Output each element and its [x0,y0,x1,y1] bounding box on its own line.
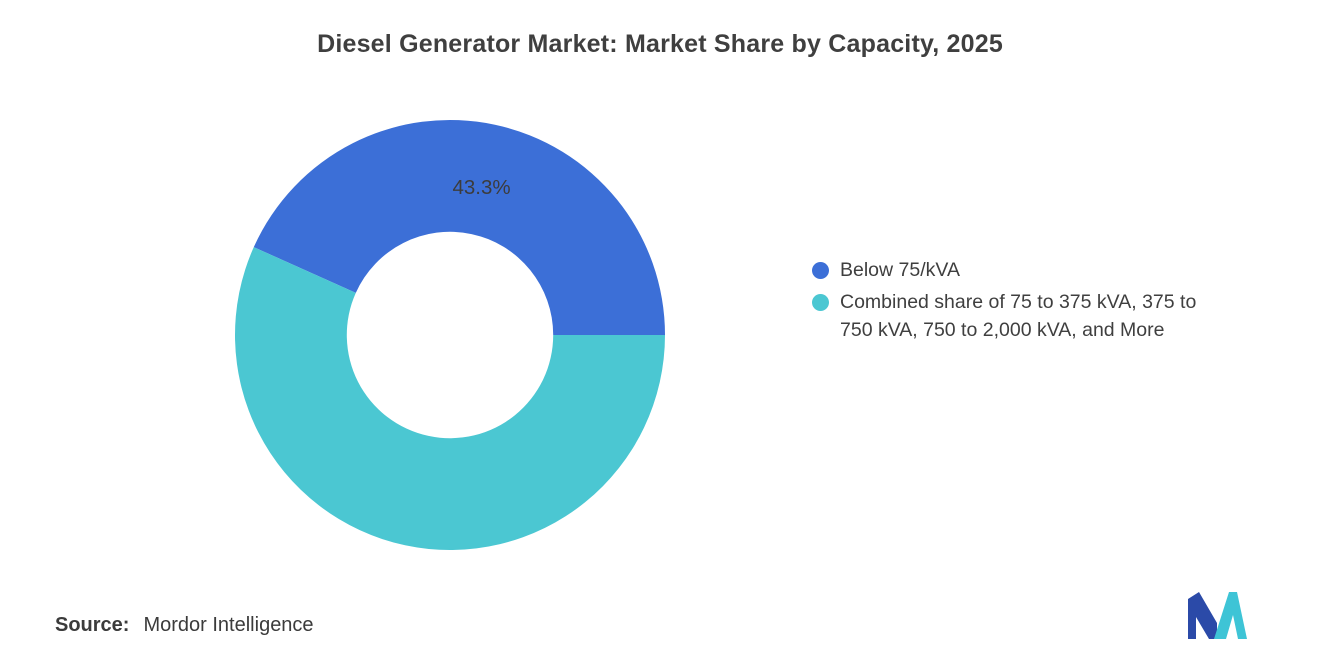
chart-title: Diesel Generator Market: Market Share by… [317,30,1003,58]
source-label: Source: [55,614,130,636]
donut-slice-0 [253,120,665,335]
slice-data-label: 43.3% [452,176,510,199]
legend-swatch-teal-icon [812,294,829,311]
source-row: Source: Mordor Intelligence [55,614,314,637]
source-value: Mordor Intelligence [143,614,314,636]
mordor-intelligence-logo [1188,592,1247,639]
donut-chart-area: 43.3% [230,115,670,555]
legend-item-below-75kva: Below 75/kVA [812,256,1202,284]
chart-legend: Below 75/kVA Combined share of 75 to 375… [812,256,1202,348]
logo-right-shape [1214,592,1247,639]
logo-left-shape [1188,592,1217,639]
legend-swatch-blue-icon [812,262,829,279]
legend-label: Combined share of 75 to 375 kVA, 375 to … [840,291,1197,341]
donut-chart: 43.3% [235,120,666,550]
donut-slice-1 [235,247,666,550]
legend-item-combined-share: Combined share of 75 to 375 kVA, 375 to … [812,288,1202,344]
legend-label: Below 75/kVA [840,259,960,281]
